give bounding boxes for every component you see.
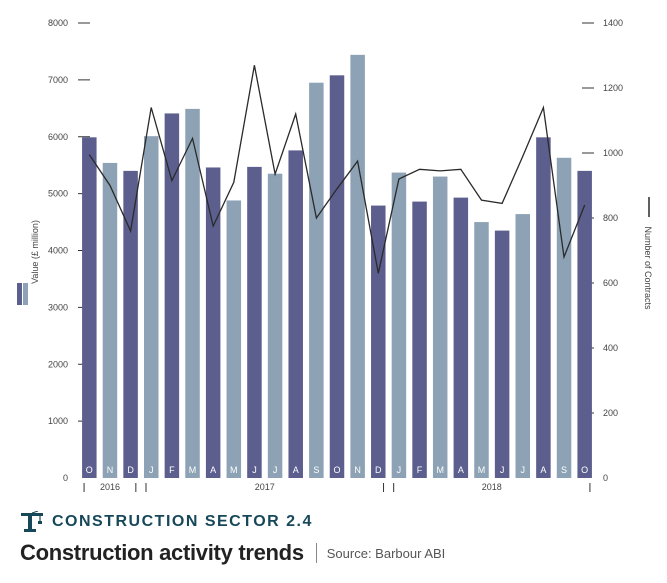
source-text: Source: Barbour ABI	[326, 545, 446, 561]
category-label: S	[313, 465, 319, 475]
value-bar	[226, 200, 242, 478]
year-label: 2018	[482, 482, 502, 492]
right-tick-label: 400	[603, 343, 618, 353]
category-label: J	[252, 465, 257, 475]
value-bar	[102, 162, 118, 478]
right-axis-label: Number of Contracts	[643, 226, 653, 310]
category-label: F	[169, 465, 175, 475]
category-label: A	[540, 465, 546, 475]
title-row: Construction activity trends Source: Bar…	[20, 540, 445, 566]
category-label: M	[189, 465, 197, 475]
left-tick-label: 8000	[48, 18, 68, 28]
category-label: N	[354, 465, 361, 475]
category-label: N	[107, 465, 114, 475]
value-bar	[556, 157, 572, 478]
value-bar	[329, 75, 345, 478]
value-bar	[412, 201, 427, 478]
category-label: O	[333, 465, 340, 475]
right-tick-label: 600	[603, 278, 618, 288]
value-bar	[143, 136, 159, 478]
category-label: S	[561, 465, 567, 475]
value-bar	[391, 172, 407, 479]
year-label: 2017	[255, 482, 275, 492]
category-label: J	[521, 465, 526, 475]
bar-series	[82, 54, 592, 479]
category-label: A	[458, 465, 464, 475]
contracts-line	[88, 65, 586, 274]
section-header: CONSTRUCTION SECTOR 2.4	[20, 511, 313, 533]
year-axis: 2016 2017 2018	[83, 482, 591, 492]
left-tick-label: 7000	[48, 75, 68, 85]
section-title: CONSTRUCTION SECTOR 2.4	[52, 513, 313, 530]
value-bar	[453, 197, 469, 478]
value-bar	[288, 150, 303, 478]
category-label: J	[149, 465, 154, 475]
value-bar	[350, 54, 365, 478]
left-tick-label: 6000	[48, 132, 68, 142]
category-label: J	[273, 465, 278, 475]
year-label: 2016	[100, 482, 120, 492]
category-label: O	[86, 465, 93, 475]
category-label: O	[581, 465, 588, 475]
value-bar	[123, 170, 138, 478]
category-label: M	[478, 465, 486, 475]
title-divider	[315, 543, 317, 563]
two-tone-bar-legend-icon	[17, 283, 28, 305]
right-tick-label: 1200	[603, 83, 623, 93]
chart: 0 1000 2000 3000 4000 5000 6000 7000 8000 0 200 40…	[17, 18, 653, 492]
left-tick-label: 4000	[48, 246, 68, 256]
value-bar	[494, 230, 510, 478]
value-bar	[267, 173, 283, 478]
value-bar	[247, 166, 262, 479]
value-bar	[309, 82, 324, 478]
left-tick-label: 3000	[48, 302, 68, 312]
right-tick-label: 800	[603, 213, 618, 223]
value-bar	[185, 108, 200, 478]
category-label: J	[397, 465, 402, 475]
category-label: J	[500, 465, 505, 475]
page-title: Construction activity trends	[20, 540, 304, 565]
left-axis-label: Value (£ million)	[30, 220, 40, 284]
value-bar	[205, 167, 221, 478]
value-bar	[164, 113, 180, 479]
left-tick-label: 0	[63, 473, 68, 483]
value-bar	[474, 222, 489, 478]
right-tick-label: 0	[603, 473, 608, 483]
value-bar	[536, 137, 551, 478]
value-bar	[82, 137, 97, 478]
category-label: D	[375, 465, 382, 475]
category-label: F	[417, 465, 423, 475]
right-tick-label: 200	[603, 408, 618, 418]
value-bar	[371, 205, 386, 478]
value-bar	[515, 214, 531, 478]
category-label: A	[210, 465, 216, 475]
right-axis: 0 200 400 600 800 1000 1200 1400	[582, 18, 623, 483]
left-tick-label: 5000	[48, 189, 68, 199]
value-bar	[577, 170, 592, 478]
contracts-line-series	[88, 65, 586, 274]
crane-icon	[21, 511, 43, 532]
category-label: M	[436, 465, 444, 475]
right-tick-label: 1000	[603, 148, 623, 158]
category-label: D	[127, 465, 134, 475]
value-bar	[432, 176, 448, 478]
category-label: A	[293, 465, 299, 475]
right-tick-label: 1400	[603, 18, 623, 28]
left-tick-label: 1000	[48, 416, 68, 426]
left-tick-label: 2000	[48, 359, 68, 369]
category-label: M	[230, 465, 238, 475]
